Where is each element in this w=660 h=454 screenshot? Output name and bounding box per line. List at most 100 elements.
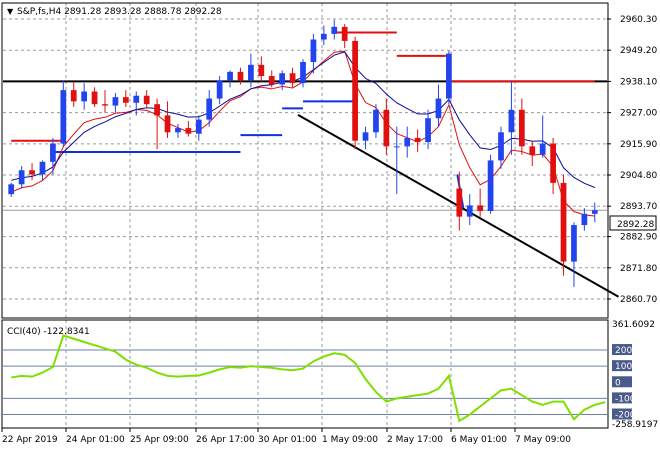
- candle-bull: [331, 26, 338, 34]
- cci-level-badge: [612, 376, 632, 388]
- candle-bull: [435, 98, 442, 119]
- cci-tick-label: 0: [615, 378, 621, 388]
- cci-tick-label: -100: [615, 394, 636, 404]
- cci-level-badge: [612, 408, 632, 420]
- candle-bull: [425, 118, 431, 143]
- price-tick-label: 2938.10: [620, 77, 657, 87]
- candle-bear: [258, 64, 265, 77]
- candle-bull: [81, 91, 88, 102]
- candle-bull: [508, 109, 515, 133]
- candle-bull: [195, 119, 202, 134]
- candle-bull: [446, 53, 452, 99]
- candle-bull: [18, 170, 25, 185]
- candle-bull: [539, 143, 546, 155]
- candle-bear: [456, 188, 463, 217]
- candle-bull: [133, 95, 140, 103]
- price-tick-label: 2927.00: [620, 109, 657, 119]
- price-tick-label: 2882.90: [620, 233, 657, 243]
- current-price-box: [609, 215, 657, 231]
- candle-bull: [248, 64, 254, 81]
- candle-bear: [341, 26, 348, 41]
- candle-bear: [383, 109, 390, 147]
- candle-bear: [414, 137, 421, 143]
- price-tick-label: 2960.30: [620, 15, 657, 25]
- candle-bear: [550, 143, 556, 183]
- candle-bear: [352, 40, 358, 141]
- time-axis: 22 Apr 2019 24 Apr 01:00 25 Apr 09:00 26 Ap…: [1, 428, 571, 445]
- symbol-label: S&P,fs,H4 2891.28 2893.28 2888.78 2892.2…: [17, 7, 222, 17]
- candle-bull: [175, 128, 181, 133]
- time-tick-label: 7 May 09:00: [515, 435, 571, 445]
- price-tick-label: 2860.70: [620, 295, 657, 305]
- cci-grid: [3, 320, 607, 428]
- current-price-label: 2892.28: [617, 220, 654, 230]
- candle-bear: [560, 182, 567, 262]
- candle-bull: [300, 62, 306, 84]
- candle-bull: [112, 97, 119, 106]
- header-arrow: ▼: [7, 7, 14, 16]
- candle-bull: [404, 137, 411, 147]
- cci-tick-label: -258.9197: [612, 420, 658, 430]
- candle-bear: [268, 76, 275, 85]
- candle-bull: [362, 132, 369, 141]
- time-tick-label: 30 Apr 01:00: [258, 435, 317, 445]
- time-tick-label: 25 Apr 09:00: [130, 435, 189, 445]
- candle-bull: [206, 98, 213, 120]
- candle-bear: [143, 95, 150, 105]
- candle-bear: [529, 146, 536, 155]
- cci-tick-label: 100: [615, 362, 632, 372]
- candle-bear: [289, 73, 296, 84]
- price-tick-label: 2871.80: [620, 264, 657, 274]
- candle-bull: [60, 90, 67, 144]
- candle-bear: [237, 71, 244, 81]
- cci-plot: [11, 334, 606, 423]
- price-tick-label: 2915.90: [620, 140, 657, 150]
- candle-bear: [518, 109, 525, 147]
- cci-level-badge: [612, 344, 632, 356]
- candle-bull: [310, 39, 317, 63]
- main-frame: [1, 2, 609, 319]
- candle-bull: [216, 80, 223, 99]
- time-tick-label: 1 May 09:00: [322, 435, 378, 445]
- candle-bull: [498, 132, 504, 161]
- cci-axis: 361.6092 200 100 0 -100 -200-258.9197: [612, 320, 658, 430]
- candle-bull: [487, 160, 494, 212]
- time-tick-label: 22 Apr 2019: [2, 435, 58, 445]
- price-tick-label: 2949.20: [620, 46, 657, 56]
- cci-tick-label: -200: [615, 411, 636, 421]
- time-tick-label: 6 May 01:00: [451, 435, 507, 445]
- candle-bull: [393, 146, 400, 148]
- candle-bear: [102, 104, 108, 106]
- candle-bear: [185, 128, 192, 134]
- candle-bear: [91, 91, 98, 105]
- candle-bear: [154, 104, 160, 116]
- candle-bear: [29, 170, 35, 175]
- candle-bull: [279, 73, 286, 85]
- candle-bull: [591, 210, 598, 214]
- candle-bull: [8, 184, 15, 195]
- cci-line: [11, 334, 606, 423]
- candle-bull: [50, 143, 56, 162]
- candle-bull: [571, 225, 577, 262]
- time-tick-label: 24 Apr 01:00: [66, 435, 125, 445]
- candle-bull: [227, 71, 233, 81]
- time-tick-label: 2 May 17:00: [387, 435, 443, 445]
- cci-title: CCI(40) -122.8341: [7, 327, 90, 337]
- price-tick-label: 2904.80: [620, 171, 657, 181]
- candle-bull: [581, 213, 588, 226]
- candle-bull: [466, 205, 473, 217]
- price-axis: 2960.30 2949.20 2938.10 2927.00 2915.90 2904.…: [607, 15, 657, 305]
- cci-frame: [1, 319, 609, 429]
- candle-bull: [373, 109, 379, 133]
- cci-level-badge: [612, 360, 632, 372]
- candle-bull: [320, 33, 327, 40]
- cci-tick-label: 200: [615, 346, 632, 356]
- cci-tick-label: 361.6092: [612, 320, 655, 330]
- candle-bear: [70, 90, 77, 102]
- price-tick-label: 2893.70: [620, 202, 657, 212]
- candle-bull: [39, 161, 46, 175]
- cci-level-badge: [612, 392, 632, 404]
